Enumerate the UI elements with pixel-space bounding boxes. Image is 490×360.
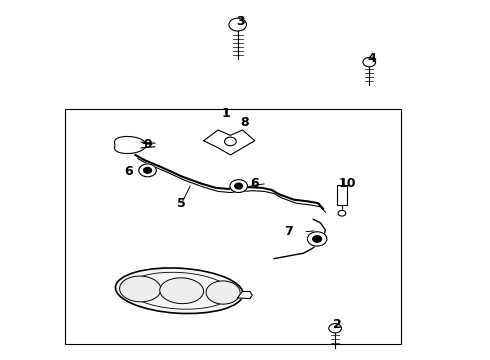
Circle shape	[144, 167, 151, 173]
Polygon shape	[203, 130, 255, 155]
Text: 7: 7	[285, 225, 293, 238]
Circle shape	[307, 232, 327, 246]
Bar	[337, 185, 347, 205]
Circle shape	[139, 164, 156, 177]
Text: 4: 4	[368, 52, 376, 65]
Text: 2: 2	[333, 318, 342, 331]
Circle shape	[313, 236, 321, 242]
Polygon shape	[238, 292, 252, 298]
Text: 10: 10	[339, 177, 356, 190]
Text: 1: 1	[221, 107, 230, 120]
Text: 6: 6	[250, 177, 259, 190]
Circle shape	[235, 183, 243, 189]
Text: 5: 5	[177, 197, 186, 210]
Text: 6: 6	[124, 165, 132, 177]
Circle shape	[224, 137, 236, 146]
Circle shape	[338, 210, 346, 216]
Bar	[65, 109, 401, 344]
Ellipse shape	[160, 278, 203, 303]
Circle shape	[230, 180, 247, 193]
Text: 9: 9	[143, 138, 152, 151]
Polygon shape	[115, 136, 146, 153]
Ellipse shape	[206, 281, 240, 304]
Text: 8: 8	[241, 116, 249, 129]
Ellipse shape	[120, 276, 161, 302]
Text: 3: 3	[236, 14, 245, 27]
Ellipse shape	[116, 268, 243, 314]
